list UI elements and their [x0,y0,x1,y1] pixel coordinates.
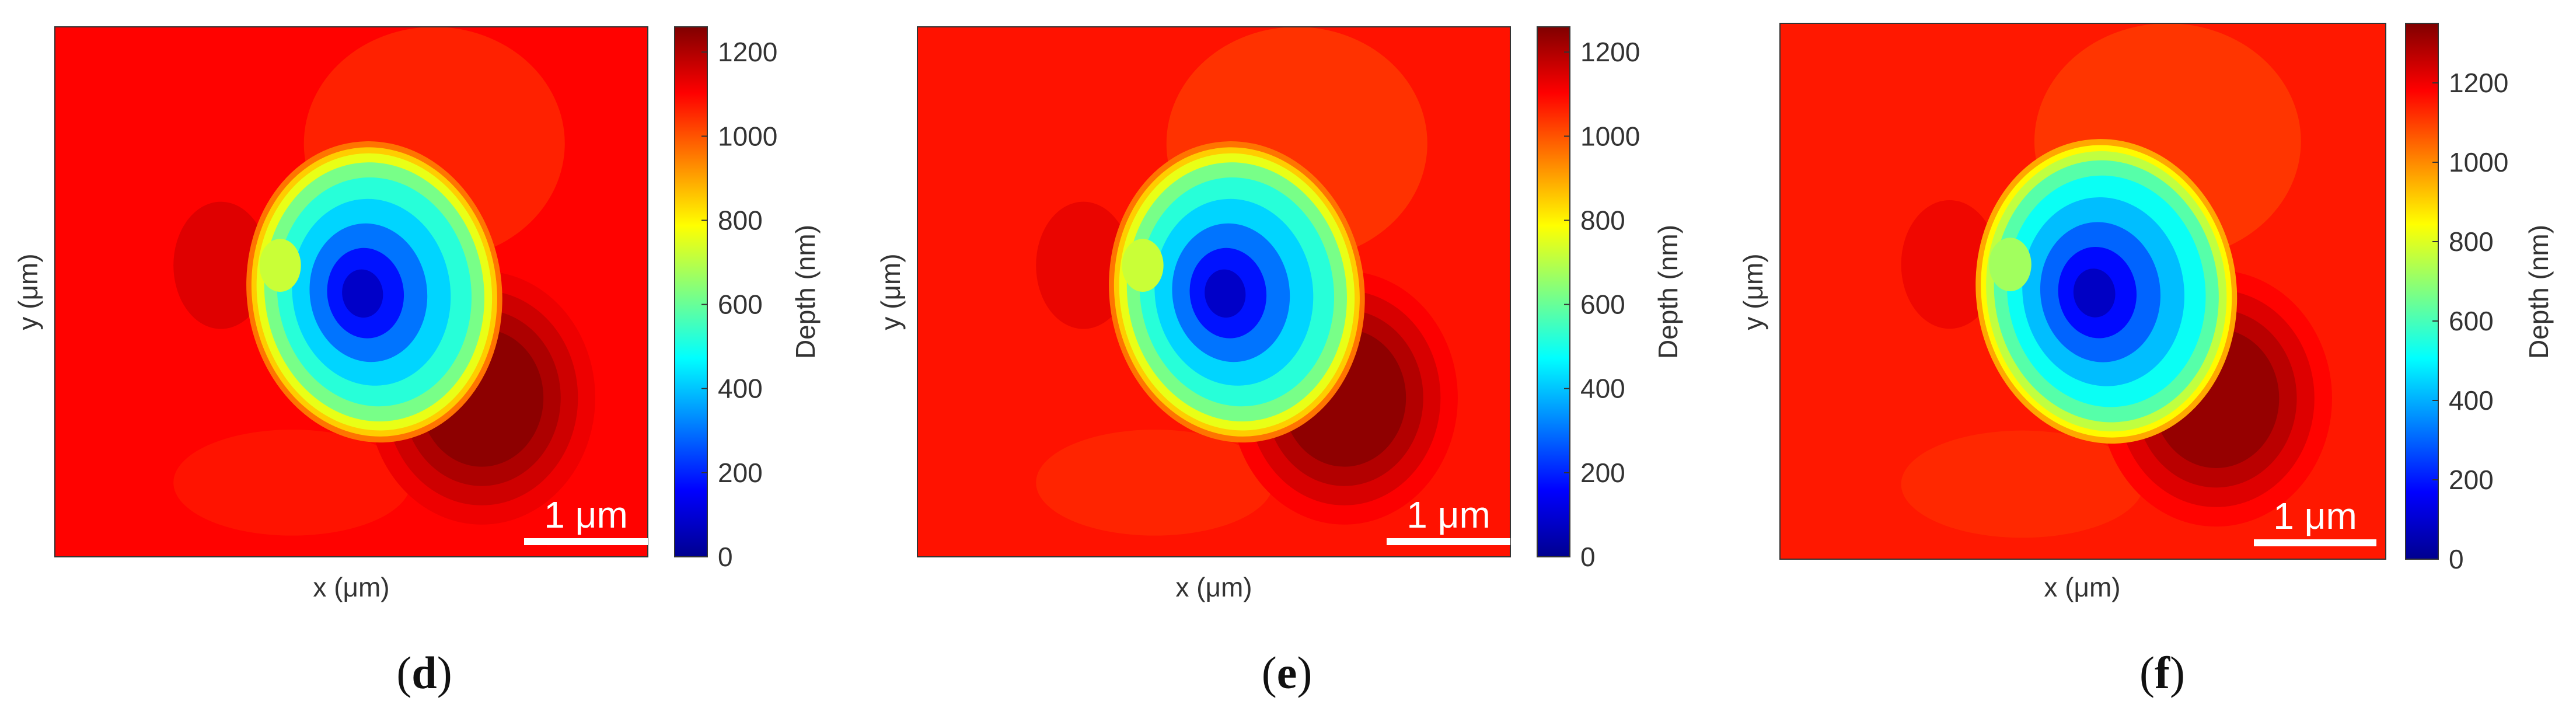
lower-lobe [173,430,411,536]
left-pileup [1901,200,1998,329]
y-axis-label: y (μm) [875,253,906,330]
x-axis-label: x (μm) [2044,572,2120,602]
colorbar-label: Depth (nm) [1653,225,1683,359]
colorbar-tick-label: 400 [718,374,763,404]
lower-lobe [1901,430,2144,538]
x-axis-label: x (μm) [313,572,389,602]
colorbar-tick-label: 1000 [1580,121,1640,151]
colorbar-tick-label: 200 [718,458,763,488]
colorbar-tick-label: 600 [1580,290,1625,320]
colorbar-tick-label: 1200 [718,37,777,67]
heatmap-chart-d: 1 μm x (μm) y (μm) 0 200 400 600 800 1000 1200… [13,26,821,602]
colorbar: 0 200 400 600 800 1000 1200 [1537,26,1640,572]
colorbar-tick-label: 1200 [1580,37,1640,67]
colorbar-tick-label: 800 [718,205,763,235]
colorbar-tick-label: 600 [718,290,763,320]
indent-contour [342,269,383,318]
rim-patch [1989,238,2032,291]
indent-contour [2073,268,2116,318]
panel-label-e: (e) [1261,647,1313,698]
heatmap-map [55,27,648,557]
panel-e: 1 μm x (μm) y (μm) 0 200 400 600 800 1000 1200… [863,0,1726,722]
colorbar-tick-label: 1200 [2449,68,2508,98]
y-axis-label: y (μm) [1738,253,1768,330]
colorbar: 0 200 400 600 800 1000 1200 [674,26,777,572]
scale-bar-label: 1 μm [1406,494,1491,536]
colorbar-gradient [1537,26,1570,557]
colorbar: 0 200 400 600 800 1000 1200 [2405,23,2508,574]
panel-d: 1 μm x (μm) y (μm) 0 200 400 600 800 1000 1200… [0,0,864,722]
colorbar-tick-label: 0 [1580,542,1596,572]
panel-f: 1 μm x (μm) y (μm) 0 200 400 600 800 1000 1200… [1725,0,2576,722]
colorbar-tick-label: 0 [2449,544,2464,574]
heatmap-chart-e: 1 μm x (μm) y (μm) 0 200 400 600 800 1000 1200… [875,26,1683,602]
heatmap-chart-f: 1 μm x (μm) y (μm) 0 200 400 600 800 1000 1200… [1738,23,2554,602]
panel-label-d: (d) [396,647,452,698]
colorbar-tick-label: 1000 [2449,147,2508,177]
y-axis-label: y (μm) [13,253,43,330]
left-pileup [173,201,268,329]
colorbar-label: Depth (nm) [790,225,821,359]
rim-patch [259,239,301,292]
colorbar-tick-label: 800 [2449,226,2494,257]
colorbar-gradient [674,26,708,557]
colorbar-tick-label: 1000 [718,121,777,151]
heatmap-map [917,27,1510,557]
colorbar-tick-label: 400 [2449,385,2494,416]
indent-contour [1205,269,1246,318]
scale-bar: 1 μm [1387,494,1510,545]
colorbar-tick-label: 200 [2449,465,2494,495]
colorbar-tick-label: 800 [1580,205,1625,235]
panel-label-f: (f) [2139,647,2185,698]
left-pileup [1036,201,1131,329]
scale-bar: 1 μm [2254,495,2376,546]
colorbar-gradient [2405,23,2439,560]
x-axis-label: x (μm) [1175,572,1252,602]
rim-patch [1122,239,1164,292]
heatmap-map [1780,23,2386,559]
colorbar-tick-label: 400 [1580,374,1625,404]
colorbar-tick-label: 0 [718,542,733,572]
scale-bar-label: 1 μm [544,494,628,536]
colorbar-tick-label: 600 [2449,306,2494,336]
lower-lobe [1036,430,1273,536]
scale-bar: 1 μm [524,494,648,545]
colorbar-tick-label: 200 [1580,458,1625,488]
scale-bar-label: 1 μm [2273,495,2357,537]
colorbar-label: Depth (nm) [2523,225,2554,359]
